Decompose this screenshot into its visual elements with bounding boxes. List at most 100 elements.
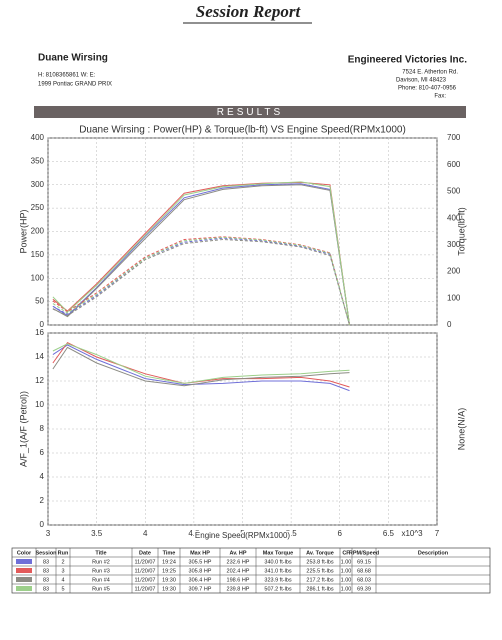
table-cell: 217.2 ft-lbs [306,577,333,583]
section-title: RESULTS [217,107,283,118]
data-line [52,238,350,326]
table-cell: 309.7 HP [189,586,212,592]
y-tick-label: 6 [40,448,45,457]
color-swatch [16,568,32,573]
chart-title: Duane Wirsing : Power(HP) & Torque(lb-ft… [79,125,406,136]
y-tick-label: 4 [40,472,45,481]
y-tick-label: 400 [31,133,45,142]
table-header: Date [139,550,151,556]
table-cell: 286.1 ft-lbs [306,586,333,592]
y2-tick-label: 400 [447,213,461,222]
table-cell: 1.00 [341,577,352,583]
y-tick-label: 250 [31,203,45,212]
table-cell: 19:30 [162,577,176,583]
y-tick-label: 12 [35,376,44,385]
table-cell: 68.03 [357,577,371,583]
table-cell: 341.0 ft-lbs [264,568,291,574]
table-cell: 2 [61,559,64,565]
x-tick-label: 4.5 [188,529,200,538]
y2-tick-label: 700 [447,133,461,142]
table-cell: Run #2 [92,559,110,565]
table-cell: 306.4 HP [189,577,212,583]
table-cell: 323.9 ft-lbs [264,577,291,583]
table-cell: 1.00 [341,586,352,592]
table-header: Description [418,550,449,556]
table-header: Time [163,550,176,556]
y2-tick-label: 500 [447,187,461,196]
table-cell: 305.8 HP [189,568,212,574]
table-cell: 11/20/07 [134,568,155,574]
data-line [52,181,350,326]
report-title: Session Report [196,2,302,21]
y-axis-title: Power(HP) [18,209,28,253]
y-axis-title: A/F_1(A/F (Petrol)) [18,391,28,467]
table-cell: 11/20/07 [134,577,155,583]
table-cell: 5 [61,586,64,592]
table-cell: 11/20/07 [134,559,155,565]
table-cell: 202.4 HP [227,568,250,574]
table-header: CF [342,550,350,556]
table-cell: 340.0 ft-lbs [264,559,291,565]
y2-axis-title: None(N/A) [456,408,466,451]
data-line [52,346,350,387]
table-cell: 1.00 [341,568,352,574]
data-line [52,237,350,326]
customer-vehicle: 1999 Pontiac GRAND PRIX [38,82,112,88]
y-tick-label: 200 [31,227,45,236]
table-header: Title [95,550,106,556]
table-header: Max HP [190,550,210,556]
y-tick-label: 150 [31,250,45,259]
table-header: Av. HP [229,550,246,556]
color-swatch [16,559,32,564]
color-swatch [16,577,32,582]
color-swatch [16,586,32,591]
table-cell: 232.6 HP [227,559,250,565]
table-header: Av. Torque [306,550,334,556]
x-tick-label: 3.5 [91,529,103,538]
x-tick-label: 3 [46,529,51,538]
table-cell: 198.6 HP [227,577,250,583]
x-tick-label: 6.5 [383,529,395,538]
shop-fax: Fax: [434,94,446,100]
table-cell: 83 [43,586,49,592]
table-cell: 19:25 [162,568,176,574]
y-tick-label: 50 [35,297,44,306]
table-cell: 239.8 HP [227,586,250,592]
data-line [52,236,350,326]
y-tick-label: 16 [35,328,44,337]
y-tick-label: 10 [35,400,44,409]
table-cell: Run #4 [92,577,110,583]
table-header: Max Torque [263,550,293,556]
y2-tick-label: 600 [447,160,461,169]
table-cell: 1.00 [341,559,352,565]
y-tick-label: 8 [40,424,45,433]
y2-tick-label: 100 [447,293,461,302]
section-bar [34,106,466,118]
shop-address: 7524 E. Atherton Rd. [402,70,458,76]
y-tick-label: 0 [40,320,45,329]
table-cell: 305.5 HP [189,559,212,565]
table-cell: 4 [61,577,64,583]
x-axis-title: Engine Speed(RPMx1000) [195,531,291,540]
table-cell: 69.39 [357,586,371,592]
data-line [52,341,350,388]
y-tick-label: 350 [31,156,45,165]
x-tick-label: 4 [143,529,148,538]
y2-axis-title: Torque(lb-ft) [456,207,466,256]
data-line [52,181,350,326]
table-cell: Run #5 [92,586,110,592]
charts: Duane Wirsing : Power(HP) & Torque(lb-ft… [18,125,466,542]
table-cell: 19:30 [162,586,176,592]
y2-tick-label: 0 [447,320,452,329]
table-header: Session [35,550,57,556]
table-header: RPM/Speed [349,550,379,556]
table-cell: 225.5 ft-lbs [306,568,333,574]
x-tick-label: 7 [435,529,440,538]
table-cell: 11/20/07 [134,586,155,592]
data-line [52,344,350,392]
x-tick-label: 6 [338,529,343,538]
data-line [52,236,350,326]
y-tick-label: 2 [40,496,45,505]
